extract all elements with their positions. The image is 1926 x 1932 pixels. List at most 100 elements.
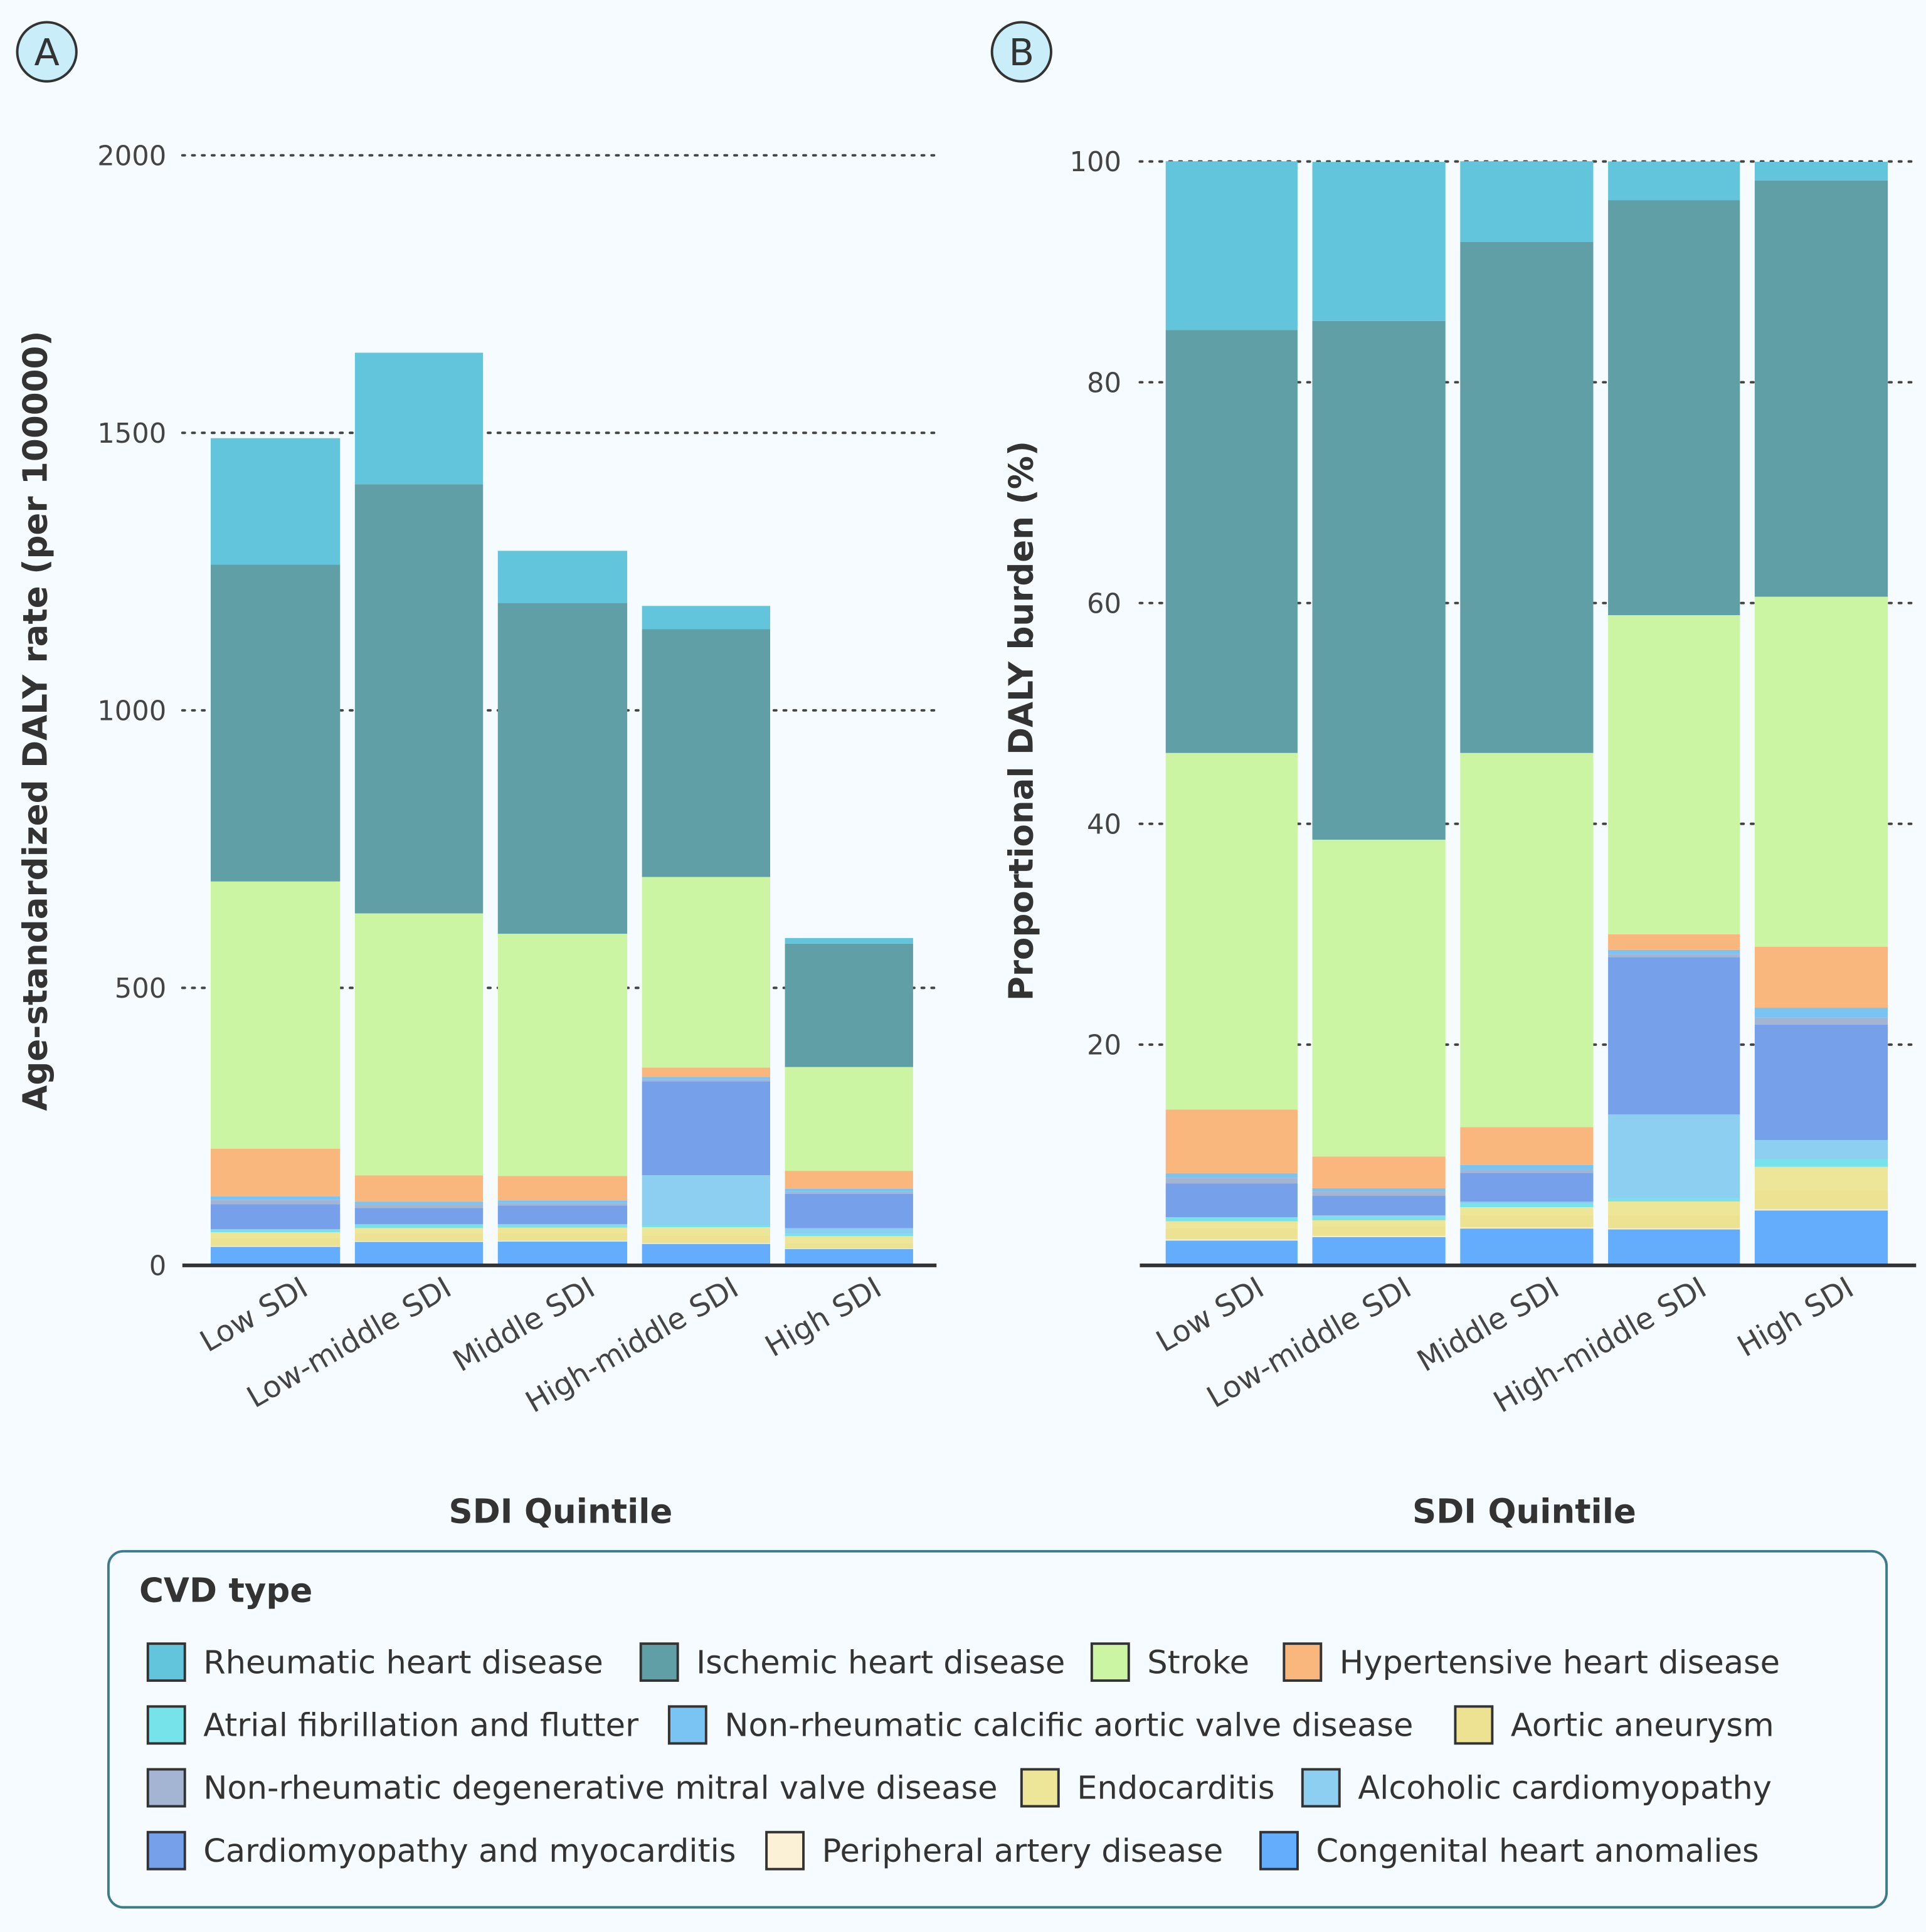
bar-segment bbox=[354, 913, 484, 1176]
y-tick-label: 20 bbox=[1087, 1030, 1121, 1062]
bar-segment bbox=[1754, 1139, 1888, 1159]
bar-segment bbox=[210, 1247, 341, 1265]
bar-segment bbox=[1608, 949, 1740, 954]
bar-segment bbox=[1754, 1159, 1888, 1167]
legend-item: Peripheral artery disease bbox=[765, 1830, 1224, 1871]
legend-label: Rheumatic heart disease bbox=[203, 1644, 603, 1681]
bar-segment bbox=[497, 1200, 628, 1203]
bar-segment bbox=[497, 1224, 628, 1226]
bar-segment bbox=[1460, 1173, 1594, 1202]
bar-segment bbox=[1754, 596, 1888, 947]
bar-segment bbox=[1754, 1209, 1888, 1211]
bar-segment bbox=[1460, 1127, 1594, 1165]
legend-swatch bbox=[1454, 1705, 1494, 1745]
bar-segment bbox=[642, 606, 771, 630]
bar-segment bbox=[1165, 1221, 1298, 1228]
legend-label: Endocarditis bbox=[1077, 1770, 1274, 1807]
legend-label: Non-rheumatic calcific aortic valve dise… bbox=[724, 1708, 1413, 1745]
bar-segment bbox=[210, 1229, 341, 1230]
panel-label-b: B bbox=[990, 21, 1052, 83]
panel-b-letter: B bbox=[1009, 31, 1034, 74]
bar-segment bbox=[1312, 320, 1446, 840]
legend-label: Non-rheumatic degenerative mitral valve … bbox=[203, 1770, 997, 1807]
bar-segment bbox=[785, 1171, 913, 1189]
bar-segment bbox=[1608, 1198, 1740, 1202]
legend-item: Non-rheumatic degenerative mitral valve … bbox=[146, 1768, 998, 1808]
bar-segment bbox=[642, 629, 771, 877]
bar-segment bbox=[1608, 934, 1740, 950]
bar-segment bbox=[1312, 162, 1446, 321]
bar-segment bbox=[785, 1228, 913, 1234]
legend-swatch bbox=[667, 1705, 707, 1745]
panel-label-a: A bbox=[16, 21, 78, 83]
bar-segment bbox=[785, 1243, 913, 1249]
bar-segment bbox=[210, 1245, 341, 1247]
legend-swatch bbox=[1020, 1768, 1060, 1808]
legend-label: Ischemic heart disease bbox=[696, 1644, 1065, 1681]
legend-item: Rheumatic heart disease bbox=[146, 1642, 603, 1682]
bar-segment bbox=[210, 1229, 341, 1233]
bar-segment bbox=[210, 1204, 341, 1230]
bar-segment bbox=[1608, 954, 1740, 958]
bar-segment bbox=[354, 1224, 484, 1226]
legend-item: Alcoholic cardiomyopathy bbox=[1301, 1768, 1772, 1808]
bar-segment bbox=[210, 881, 341, 1149]
y-tick-label: 500 bbox=[115, 973, 166, 1005]
bar-segment bbox=[642, 1077, 771, 1080]
bar-segment bbox=[1312, 1215, 1446, 1217]
bar-segment bbox=[354, 1241, 484, 1242]
y-tick-label: 0 bbox=[149, 1251, 166, 1282]
bar-segment bbox=[1165, 1217, 1298, 1222]
bar-segment bbox=[1165, 1183, 1298, 1218]
bar-segment bbox=[497, 934, 628, 1176]
legend-label: Peripheral artery disease bbox=[822, 1833, 1224, 1870]
y-tick-label: 60 bbox=[1087, 588, 1121, 620]
legend-label: Aortic aneurysm bbox=[1511, 1708, 1774, 1745]
bar-segment bbox=[1754, 1210, 1888, 1265]
bar-segment bbox=[1460, 1228, 1594, 1265]
legend-label: Cardiomyopathy and myocarditis bbox=[203, 1833, 736, 1870]
bar-segment bbox=[785, 1233, 913, 1237]
bar-segment bbox=[210, 564, 341, 882]
bar-segment bbox=[210, 438, 341, 565]
bar-segment bbox=[1312, 1196, 1446, 1216]
y-axis-title-a: Age-standardized DALY rate (per 100000) bbox=[16, 330, 55, 1111]
bar-segment bbox=[1608, 200, 1740, 616]
bar-segment bbox=[210, 1148, 341, 1196]
y-axis-title-b: Proportional DALY burden (%) bbox=[1002, 441, 1041, 1001]
bar-segment bbox=[642, 1067, 771, 1077]
legend-item: Non-rheumatic calcific aortic valve dise… bbox=[667, 1705, 1413, 1745]
bar-segment bbox=[1460, 1164, 1594, 1169]
legend-swatch bbox=[146, 1768, 186, 1808]
bar-segment bbox=[642, 1243, 771, 1265]
bar-segment bbox=[1460, 161, 1594, 242]
legend-label: Congenital heart anomalies bbox=[1316, 1833, 1759, 1870]
bar-segment bbox=[1460, 1207, 1594, 1215]
bar-segment bbox=[1165, 1109, 1298, 1174]
bar-segment bbox=[642, 1079, 771, 1082]
bar-segment bbox=[354, 1225, 484, 1228]
bar-segment bbox=[1460, 1169, 1594, 1173]
bar-segment bbox=[497, 1205, 628, 1225]
legend-swatch bbox=[146, 1705, 186, 1745]
bar-segment bbox=[1460, 1215, 1594, 1228]
y-tick-label: 1500 bbox=[97, 418, 166, 450]
legend-item: Ischemic heart disease bbox=[639, 1642, 1065, 1682]
bar-segment bbox=[785, 1188, 913, 1192]
y-tick-label: 1000 bbox=[97, 696, 166, 727]
bar-segment bbox=[1312, 1235, 1446, 1237]
x-axis-title-b: SDI Quintile bbox=[1412, 1492, 1636, 1531]
legend-swatch bbox=[1090, 1642, 1130, 1682]
panel-a-letter: A bbox=[34, 31, 59, 74]
y-tick-label: 100 bbox=[1069, 147, 1121, 178]
legend-item: Atrial fibrillation and flutter bbox=[146, 1705, 638, 1745]
bar-segment bbox=[1312, 1220, 1446, 1227]
bar-segment bbox=[497, 1240, 628, 1242]
bar-segment bbox=[354, 352, 484, 485]
bar-segment bbox=[1165, 1217, 1298, 1218]
bar-segment bbox=[497, 1241, 628, 1265]
legend-item: Hypertensive heart disease bbox=[1283, 1642, 1780, 1682]
legend: CVD type Rheumatic heart disease Ischemic… bbox=[107, 1549, 1888, 1909]
